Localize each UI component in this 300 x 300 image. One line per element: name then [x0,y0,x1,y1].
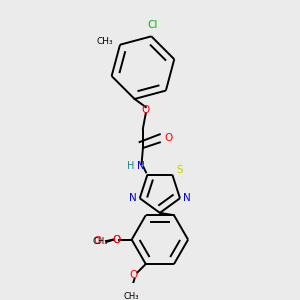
Text: N: N [129,193,136,203]
Text: CH₃: CH₃ [93,237,108,246]
Text: O: O [164,133,172,142]
Text: Cl: Cl [148,20,158,30]
Text: O: O [130,270,138,280]
Text: O: O [94,236,102,246]
Text: N: N [183,193,191,203]
Text: N: N [137,161,145,171]
Text: O: O [112,235,121,244]
Text: CH₃: CH₃ [96,38,113,46]
Text: S: S [176,164,183,175]
Text: O: O [142,105,150,115]
Text: O: O [112,235,120,244]
Text: CH₃: CH₃ [124,292,140,300]
Text: H: H [128,161,135,171]
